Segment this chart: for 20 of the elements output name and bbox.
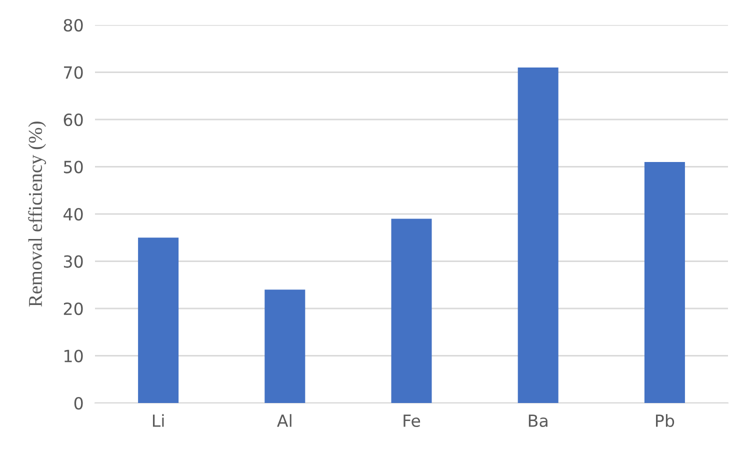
y-tick-label: 30 <box>64 255 83 268</box>
x-tick-label: Li <box>152 414 164 427</box>
bar <box>518 68 558 403</box>
y-axis-title: Removal efficiency (%) <box>28 122 46 307</box>
y-tick-label: 70 <box>64 66 83 79</box>
y-tick-label: 60 <box>64 113 83 126</box>
y-tick-label: 10 <box>64 350 83 362</box>
y-tick-label: 20 <box>64 302 83 316</box>
y-tick-label: 50 <box>64 160 83 174</box>
x-tick-label: Pb <box>656 414 674 428</box>
bar <box>644 162 685 403</box>
bar <box>138 238 179 403</box>
y-tick-label: 0 <box>74 396 83 410</box>
bar <box>264 290 306 403</box>
y-tick-label: 80 <box>64 18 83 32</box>
x-tick-label: Ba <box>528 414 548 428</box>
x-tick-label: Al <box>277 414 292 427</box>
y-tick-label: 40 <box>63 208 83 221</box>
bar <box>391 218 432 403</box>
x-tick-label: Fe <box>404 414 420 428</box>
